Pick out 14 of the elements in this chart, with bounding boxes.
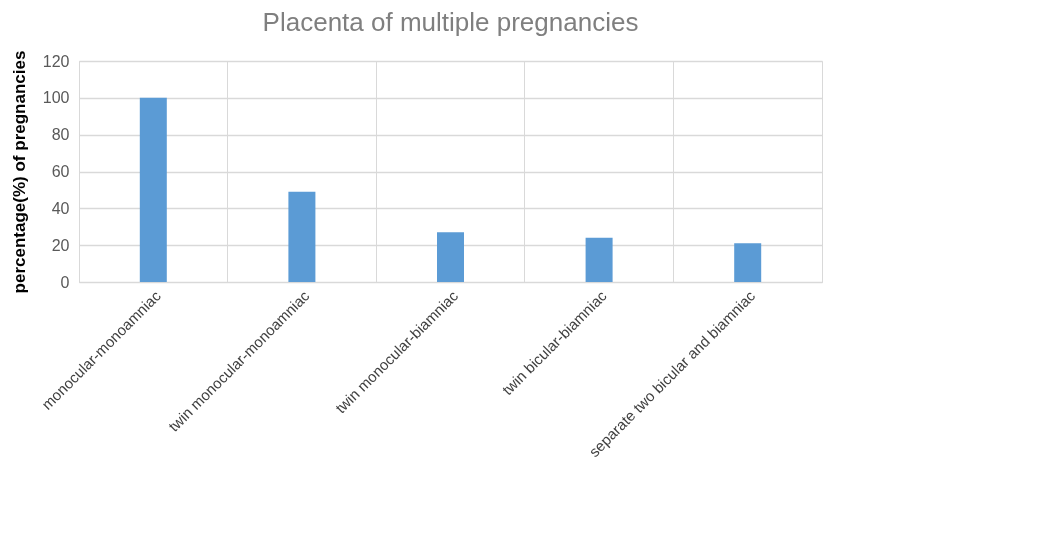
y-tick-label: 100 — [42, 89, 70, 107]
bar — [585, 237, 613, 282]
chart-title: Placenta of multiple pregnancies — [262, 7, 639, 38]
y-tick-label: 60 — [51, 163, 70, 180]
y-tick-label: 80 — [51, 126, 70, 144]
bar — [139, 97, 167, 282]
bar — [734, 243, 762, 282]
bar — [288, 191, 316, 282]
y-tick-label: 40 — [51, 199, 70, 217]
y-axis-title: percentage(%) of pregnancies — [9, 50, 29, 294]
y-tick-label: 120 — [42, 52, 70, 70]
y-tick-label: 20 — [51, 236, 70, 254]
bar — [437, 232, 464, 282]
y-tick-label: 0 — [60, 273, 70, 291]
